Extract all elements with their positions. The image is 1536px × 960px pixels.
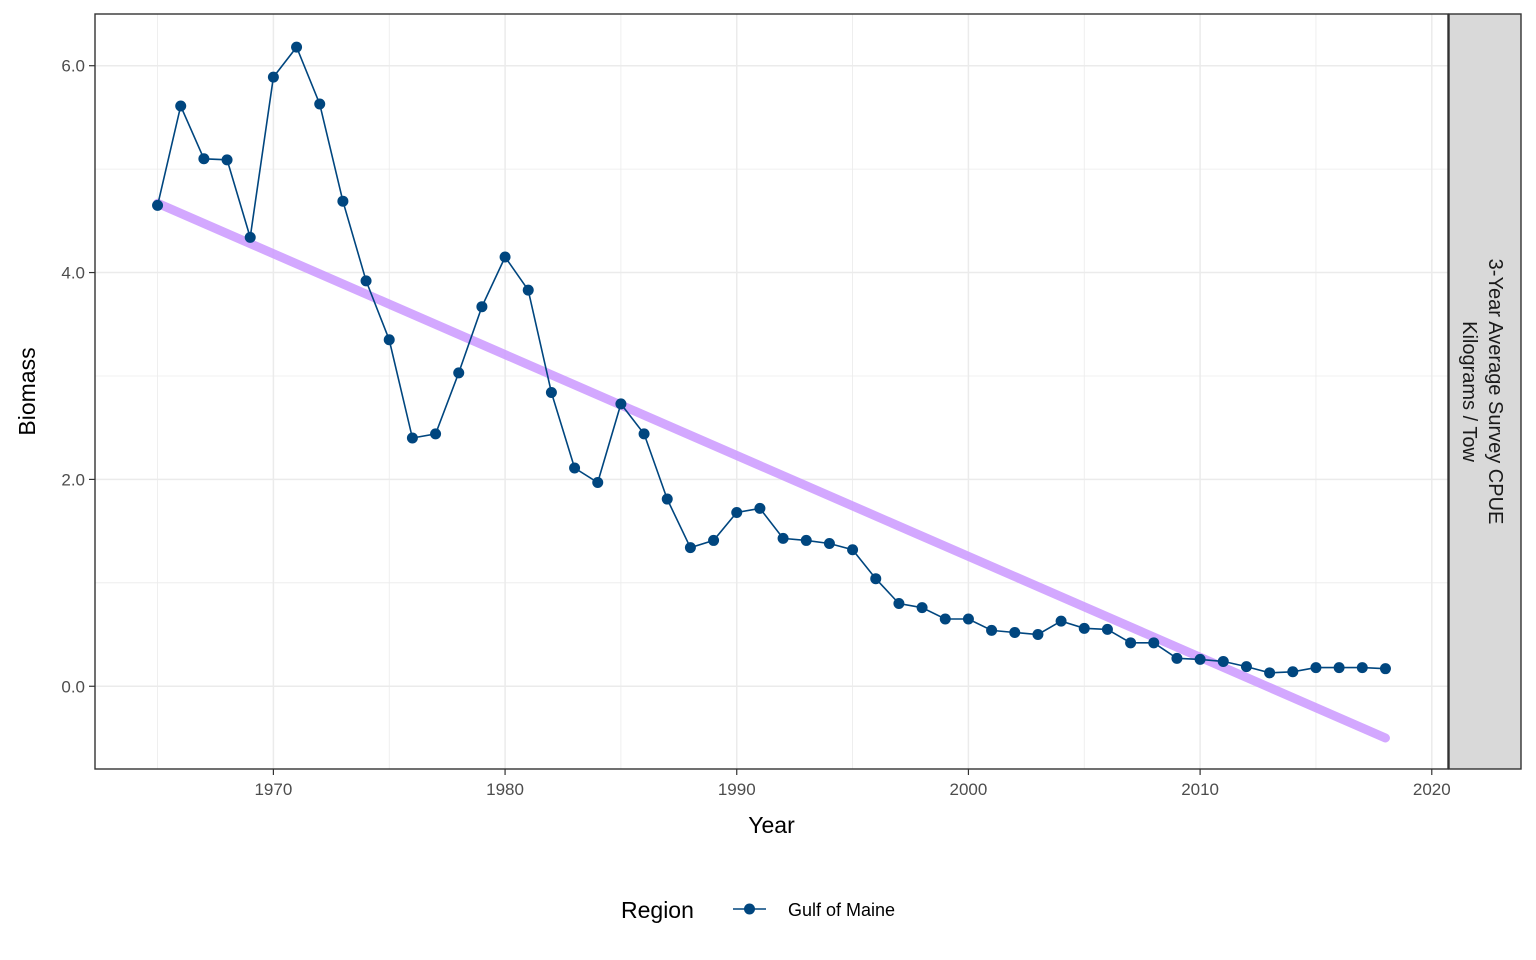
data-point [337,195,349,207]
legend-entry-gulf-of-maine: Gulf of Maine [788,900,895,920]
x-tick-label: 1980 [486,780,524,799]
x-tick-label: 1990 [718,780,756,799]
y-tick-label: 4.0 [61,264,85,283]
data-point [152,199,164,211]
data-point [754,502,766,514]
data-point [1310,662,1322,674]
facet-strip-label-line1: 3-Year Average Survey CPUE [1484,259,1506,525]
data-point [198,153,210,165]
data-point [1009,626,1021,638]
plot-background [95,14,1448,769]
data-point [406,432,418,444]
facet-strip [1448,13,1522,770]
data-point [962,613,974,625]
data-point [1194,653,1206,665]
data-point [499,251,511,263]
y-tick-label: 0.0 [61,677,85,696]
data-point [939,613,951,625]
data-point [360,275,372,287]
data-point [1055,615,1067,627]
data-point [731,507,743,519]
data-point [314,98,326,110]
data-point [823,538,835,550]
data-point [1379,663,1391,675]
data-point [453,367,465,379]
legend-title: Region [621,897,694,923]
data-point [986,624,998,636]
x-tick-label: 2020 [1413,780,1451,799]
data-point [1148,637,1160,649]
data-point [1356,662,1368,674]
data-point [1333,662,1345,674]
data-point [592,477,604,489]
data-point [430,428,442,440]
facet-strip-label-line2: Kilograms / Tow [1458,321,1480,462]
data-point [1217,655,1229,667]
data-point [522,284,534,296]
data-point [638,428,650,440]
data-point [800,534,812,546]
data-point [1171,652,1183,664]
data-point [569,462,581,474]
x-tick-label: 2000 [950,780,988,799]
data-point [267,71,279,83]
x-axis-title: Year [748,812,795,838]
data-point [221,154,233,166]
data-point [383,334,395,346]
y-axis-title: Biomass [14,347,40,435]
data-point [1078,622,1090,634]
data-point [175,100,187,112]
trend-line [153,198,1390,743]
y-axis: 0.0 2.0 4.0 6.0 [61,57,95,696]
data-point [1032,629,1044,641]
data-point [615,398,627,410]
data-point [291,41,303,53]
x-axis: 1970 1980 1990 2000 2010 2020 [254,769,1451,799]
data-point [847,544,859,556]
legend: Region Gulf of Maine [621,897,895,923]
data-point [870,573,882,585]
series-group [152,41,1391,679]
y-tick-label: 6.0 [61,57,85,76]
data-point [1264,667,1276,679]
data-point [1125,637,1137,649]
data-point [684,542,696,554]
data-point [1240,661,1252,673]
data-point [1101,623,1113,635]
data-point [545,387,557,399]
data-point [244,231,256,243]
data-point [476,301,488,313]
x-tick-label: 1970 [254,780,292,799]
data-point [708,534,720,546]
data-point [777,532,789,544]
plot-border [94,13,1449,770]
y-tick-label: 2.0 [61,470,85,489]
x-tick-label: 2010 [1181,780,1219,799]
data-point [661,493,673,505]
data-point [916,602,928,614]
trend-line-group [153,198,1390,743]
data-point [893,598,905,610]
data-point [1287,666,1299,678]
legend-key-point [744,903,755,915]
